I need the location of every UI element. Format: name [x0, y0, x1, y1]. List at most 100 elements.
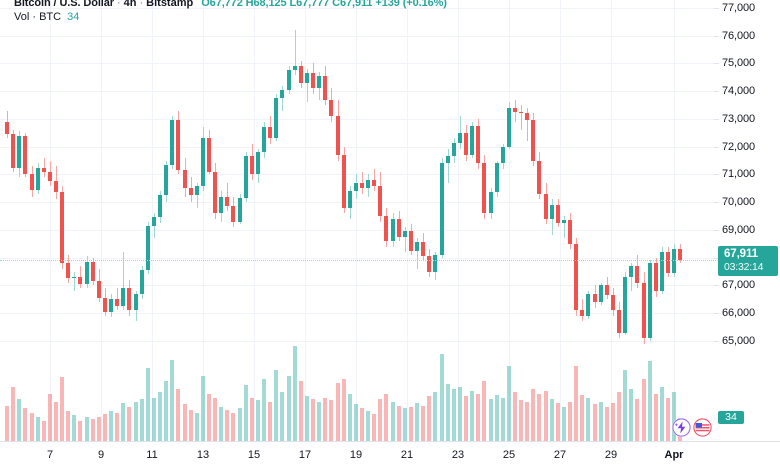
candle-wick: [203, 127, 204, 192]
gridline-horizontal: [0, 313, 716, 315]
volume-bar: [323, 397, 327, 441]
candle-wick: [417, 238, 418, 269]
volume-bar: [476, 393, 480, 441]
candle-body-bullish: [562, 220, 566, 223]
volume-bar: [213, 397, 217, 441]
current-price-badge[interactable]: 67,911 03:32:14: [718, 246, 778, 277]
candle-wick: [172, 116, 173, 169]
candle-wick: [295, 30, 296, 75]
volume-bar: [507, 366, 511, 441]
time-axis-tick: 23: [451, 449, 465, 461]
candle-wick: [435, 252, 436, 280]
candle-wick: [252, 143, 253, 180]
candle-wick: [650, 260, 651, 341]
candle-wick: [338, 99, 339, 161]
volume-bar: [648, 360, 652, 441]
gridline-horizontal: [0, 63, 716, 65]
candle-wick: [601, 282, 602, 305]
legend-ohlc-values: O67,772 H68,125 L67,777 C67,911 +139 (+0…: [201, 0, 447, 9]
candle-wick: [32, 166, 33, 197]
candle-body-bearish: [189, 188, 193, 196]
legend-volume-label: Vol · BTC: [14, 10, 62, 23]
candle-wick: [380, 171, 381, 222]
candle-body-bullish: [348, 191, 352, 208]
volume-bar: [421, 405, 425, 441]
candle-body-bullish: [17, 135, 21, 168]
gridline-horizontal: [0, 35, 716, 37]
candle-body-bullish: [660, 252, 664, 291]
candle-body-bullish: [495, 163, 499, 193]
candle-wick: [307, 69, 308, 103]
candle-body-bearish: [409, 231, 413, 251]
price-axis-tick: 77,000: [714, 2, 755, 14]
candle-wick: [38, 163, 39, 194]
candle-wick: [289, 66, 290, 94]
candle-wick: [227, 182, 228, 211]
volume-value-badge[interactable]: 34: [718, 410, 744, 424]
volume-bar: [568, 401, 572, 441]
candle-body-bullish: [629, 266, 633, 278]
volume-bar: [605, 407, 609, 441]
candle-wick: [123, 252, 124, 311]
candle-wick: [215, 163, 216, 219]
candle-body-bullish: [121, 288, 125, 307]
candle-body-bullish: [507, 107, 511, 147]
price-axis-tick-dash: [714, 202, 719, 204]
candle-wick: [442, 157, 443, 258]
candle-wick: [87, 256, 88, 289]
legend-symbol: Bitcoin / U.S. Dollar: [14, 0, 114, 9]
volume-bar: [452, 389, 456, 441]
candle-body-bearish: [544, 193, 548, 219]
price-axis-tick-dash: [714, 146, 719, 148]
price-axis[interactable]: 77,000 76,000 75,000 74,000 73,000 72,000 71,0…: [714, 0, 780, 442]
volume-bar: [556, 403, 560, 441]
gridline-horizontal: [0, 202, 716, 204]
candle-wick: [521, 105, 522, 131]
current-price-line: [0, 260, 716, 262]
candle-wick: [344, 146, 345, 214]
volume-bar: [48, 393, 52, 441]
legend-volume-row: Vol · BTC 34: [14, 10, 447, 24]
candle-body-bullish: [238, 198, 242, 222]
candle-body-bearish: [666, 252, 670, 273]
time-axis-tick: 9: [97, 449, 105, 461]
candle-wick: [166, 160, 167, 203]
candle-wick: [515, 99, 516, 122]
volume-bar: [495, 394, 499, 441]
candle-body-bearish: [213, 171, 217, 214]
candle-wick: [185, 157, 186, 197]
chart-corner-icons[interactable]: [672, 418, 712, 437]
price-axis-tick: 65,000: [714, 335, 755, 347]
volume-bar: [617, 392, 621, 441]
us-flag-icon[interactable]: [693, 418, 712, 437]
time-axis[interactable]: 7 9 11 13 15 17 19 21 23 25 27 29 Apr: [0, 441, 780, 470]
candle-wick: [154, 213, 155, 239]
candle-wick: [625, 271, 626, 336]
candle-wick: [582, 299, 583, 322]
volume-bar: [391, 401, 395, 441]
gridline-horizontal: [0, 8, 716, 9]
gridline-horizontal: [0, 257, 716, 259]
candle-body-bullish: [403, 231, 407, 237]
volume-bar: [348, 393, 352, 441]
candle-body-bearish: [103, 297, 107, 312]
volume-bar: [317, 401, 321, 441]
candle-wick: [570, 213, 571, 250]
candle-wick: [240, 193, 241, 225]
candle-body-bearish: [611, 295, 615, 311]
candle-body-bullish: [164, 164, 168, 196]
volume-bar: [525, 401, 529, 441]
price-axis-tick: 74,000: [714, 85, 755, 97]
volume-bar: [115, 413, 119, 441]
lightning-bolt-icon[interactable]: [672, 418, 691, 437]
candle-wick: [509, 102, 510, 150]
candle-wick: [142, 266, 143, 300]
candle-body-bearish: [605, 285, 609, 296]
volume-bar: [623, 370, 627, 441]
candle-wick: [558, 199, 559, 228]
volume-bar: [666, 397, 670, 441]
time-axis-tick: 17: [298, 449, 312, 461]
volume-bar: [146, 367, 150, 441]
